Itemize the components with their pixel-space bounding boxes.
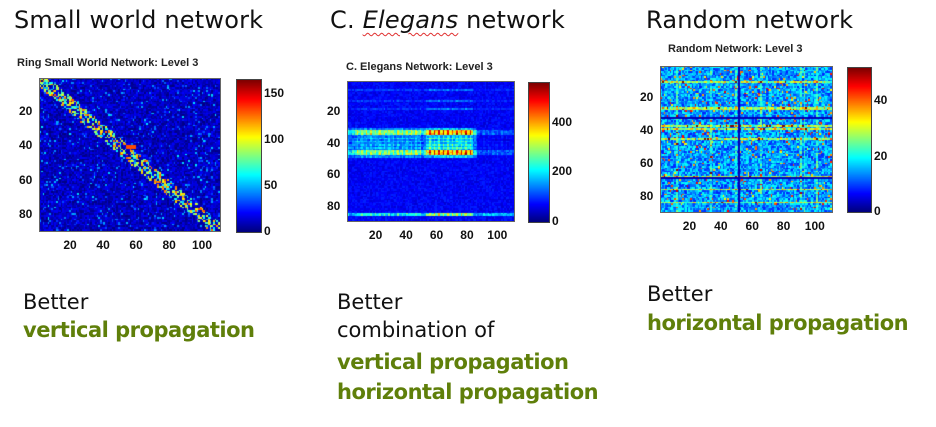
y-tick-label: 20 xyxy=(327,104,341,118)
y-tick-label: 40 xyxy=(19,138,33,153)
y-tick-label: 40 xyxy=(327,135,341,150)
x-tick-label: 40 xyxy=(96,238,110,252)
x-tick-label: 20 xyxy=(368,228,383,242)
caption-elegans-line2: combination of xyxy=(337,318,495,342)
heatmap-elegans xyxy=(347,81,515,222)
colorbar-tick-label: 50 xyxy=(264,177,278,192)
colorbar-tick-label: 0 xyxy=(552,214,559,228)
heading-elegans-suffix: network xyxy=(458,6,565,34)
colorbar-tick-label: 0 xyxy=(264,224,271,238)
heatmap-small-world xyxy=(39,78,221,232)
colorbar-tick-label: 100 xyxy=(264,131,285,146)
y-tick-label: 80 xyxy=(327,198,341,213)
y-tick-label: 80 xyxy=(640,189,654,204)
heading-elegans-italic: Elegans xyxy=(362,6,459,34)
x-tick-label: 40 xyxy=(714,219,728,233)
chart-title: Ring Small World Network: Level 3 xyxy=(17,57,199,69)
colorbar-tick-label: 0 xyxy=(874,204,881,218)
x-tick-label: 80 xyxy=(162,238,176,252)
caption-elegans-line3: vertical propagation xyxy=(337,350,569,374)
colorbar-tick-label: 40 xyxy=(874,93,888,108)
heading-small-world: Small world network xyxy=(14,6,264,34)
colorbar-random xyxy=(847,67,872,213)
caption-small-world-line1: Better xyxy=(23,290,89,314)
colorbar-tick-label: 400 xyxy=(552,114,573,129)
heading-elegans-prefix: C. xyxy=(330,6,363,34)
heading-elegans: C. Elegans network xyxy=(330,6,565,34)
caption-random-line2: horizontal propagation xyxy=(647,311,909,335)
y-tick-label: 80 xyxy=(19,207,33,222)
heading-random: Random network xyxy=(646,6,854,34)
x-tick-label: 100 xyxy=(191,238,213,252)
colorbar-tick-label: 200 xyxy=(552,164,573,179)
caption-small-world-line2: vertical propagation xyxy=(23,318,255,342)
x-tick-label: 100 xyxy=(804,219,825,233)
colorbar-tick-label: 150 xyxy=(264,85,285,100)
x-tick-label: 80 xyxy=(776,219,791,233)
x-tick-label: 40 xyxy=(399,228,413,242)
x-tick-label: 60 xyxy=(429,228,444,242)
x-tick-label: 20 xyxy=(63,238,77,252)
heatmap-random xyxy=(660,66,833,213)
y-tick-label: 20 xyxy=(19,103,33,118)
x-tick-label: 100 xyxy=(487,228,508,242)
x-tick-label: 60 xyxy=(745,219,759,233)
colorbar-small-world xyxy=(236,79,262,233)
chart-title: Random Network: Level 3 xyxy=(668,43,803,55)
y-tick-label: 20 xyxy=(640,90,654,105)
caption-elegans-line1: Better xyxy=(337,290,403,314)
chart-title: C. Elegans Network: Level 3 xyxy=(346,61,493,73)
colorbar-tick-label: 20 xyxy=(874,148,888,163)
y-tick-label: 60 xyxy=(19,172,33,187)
caption-elegans-line4: horizontal propagation xyxy=(337,380,599,404)
caption-random-line1: Better xyxy=(647,282,713,306)
colorbar-elegans xyxy=(528,82,550,223)
y-tick-label: 60 xyxy=(640,156,654,171)
x-tick-label: 80 xyxy=(460,228,474,242)
x-tick-label: 60 xyxy=(129,238,143,252)
y-tick-label: 40 xyxy=(640,123,654,138)
x-tick-label: 20 xyxy=(682,219,697,233)
y-tick-label: 60 xyxy=(327,167,341,182)
